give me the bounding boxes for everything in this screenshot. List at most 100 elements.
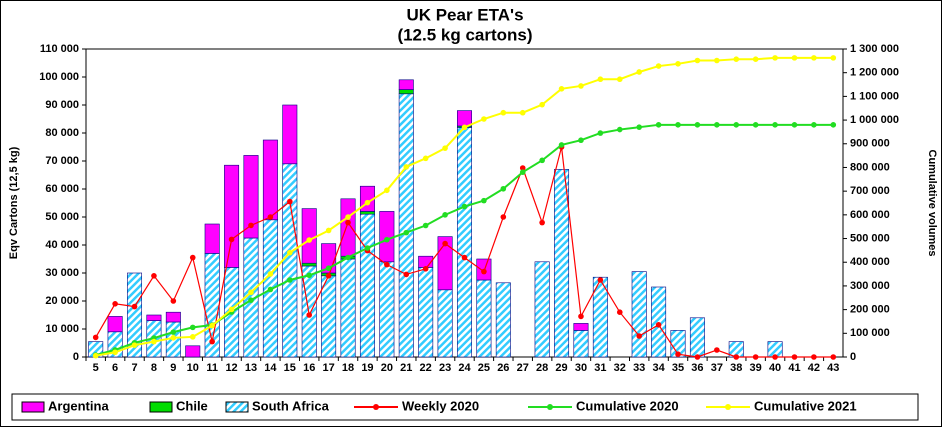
line-point (384, 236, 390, 243)
x-tick-label: 24 (458, 362, 471, 374)
x-tick-label: 10 (187, 362, 199, 374)
y-tick-label: 20 000 (45, 295, 79, 307)
x-tick-label: 11 (206, 362, 218, 374)
line-point (636, 124, 642, 130)
line-point (422, 266, 429, 272)
line-point (442, 212, 448, 218)
bar (165, 311, 181, 323)
bar (185, 345, 201, 358)
legend-label: Weekly 2020 (402, 398, 479, 413)
bar (107, 316, 123, 333)
line-point (325, 273, 332, 279)
bar (340, 258, 356, 358)
line-point (675, 61, 681, 67)
y-tick-label: 90 000 (45, 99, 79, 111)
x-tick-label: 17 (323, 362, 335, 374)
bar (573, 330, 589, 358)
line-point (189, 334, 196, 340)
bar (689, 317, 705, 358)
line-point (578, 137, 584, 144)
y2-tick-label: 700 000 (850, 185, 890, 197)
line-point (112, 349, 118, 356)
x-tick-label: 19 (361, 362, 373, 374)
bar (573, 323, 589, 331)
line-point (752, 354, 759, 360)
x-tick-label: 8 (151, 362, 157, 374)
x-tick-label: 39 (750, 362, 762, 374)
line-point (811, 354, 817, 360)
line-point (92, 352, 99, 359)
chart-subtitle: (12.5 kg cartons) (397, 25, 532, 44)
line-point (539, 219, 545, 226)
legend-marker (373, 404, 379, 410)
x-tick-label: 18 (342, 362, 354, 374)
line-point (131, 342, 138, 348)
line-point (209, 322, 215, 329)
x-tick-label: 7 (131, 362, 137, 374)
line-point (170, 335, 177, 341)
bar (282, 163, 298, 358)
bar (127, 272, 143, 358)
line-point (306, 312, 313, 318)
y2-tick-label: 200 000 (850, 304, 890, 316)
x-tick-label: 34 (652, 362, 665, 374)
line-point (694, 57, 701, 64)
line-point (364, 245, 371, 251)
line-point (791, 354, 798, 360)
y2-tick-label: 1 100 000 (850, 90, 899, 102)
line-point (694, 122, 701, 128)
x-tick-label: 21 (400, 362, 412, 374)
y-tick-label: 10 000 (45, 323, 79, 335)
line-point (209, 338, 215, 345)
line-point (519, 169, 526, 175)
x-tick-label: 25 (478, 362, 490, 374)
line-point (714, 347, 720, 353)
legend-label: Cumulative 2021 (754, 398, 857, 413)
legend-marker (547, 404, 553, 410)
bar (457, 110, 472, 127)
bar (146, 314, 162, 321)
bar (321, 275, 337, 358)
x-tick-label: 9 (170, 362, 176, 374)
line-point (287, 277, 293, 283)
line-point (248, 222, 254, 229)
x-tick-label: 5 (93, 362, 99, 374)
line-point (461, 203, 468, 210)
line-point (752, 56, 759, 62)
bar (418, 267, 434, 358)
line-point (811, 55, 817, 61)
y-tick-label: 70 000 (45, 155, 79, 167)
line-point (578, 83, 584, 89)
line-point (733, 56, 740, 62)
line-point (189, 254, 196, 261)
bar (476, 279, 492, 358)
y2-tick-label: 100 000 (850, 327, 890, 339)
line-point (500, 109, 507, 116)
bar (204, 223, 220, 254)
y2-tick-label: 1 000 000 (850, 114, 899, 126)
y2-tick-label: 1 200 000 (850, 67, 899, 79)
line-point (481, 268, 487, 275)
x-tick-label: 31 (594, 362, 606, 374)
y2-tick-label: 1 300 000 (850, 43, 899, 55)
line-point (228, 236, 235, 243)
line-point (655, 322, 662, 328)
line-point (228, 306, 235, 313)
legend-label: Cumulative 2020 (576, 398, 679, 413)
x-tick-label: 27 (517, 362, 529, 374)
legend-swatch (225, 401, 249, 413)
line-point (170, 329, 177, 335)
line-point (616, 126, 623, 133)
x-tick-label: 20 (381, 362, 393, 374)
line-point (287, 198, 293, 205)
y-tick-label: 110 000 (40, 43, 79, 55)
line-point (403, 229, 410, 236)
line-point (267, 271, 274, 277)
bar (398, 93, 414, 358)
x-tick-label: 42 (808, 362, 820, 374)
line-point (267, 214, 274, 220)
line-point (403, 164, 410, 170)
chart-title: UK Pear ETA's (406, 5, 523, 24)
line-point (772, 122, 778, 128)
bar (437, 289, 453, 358)
